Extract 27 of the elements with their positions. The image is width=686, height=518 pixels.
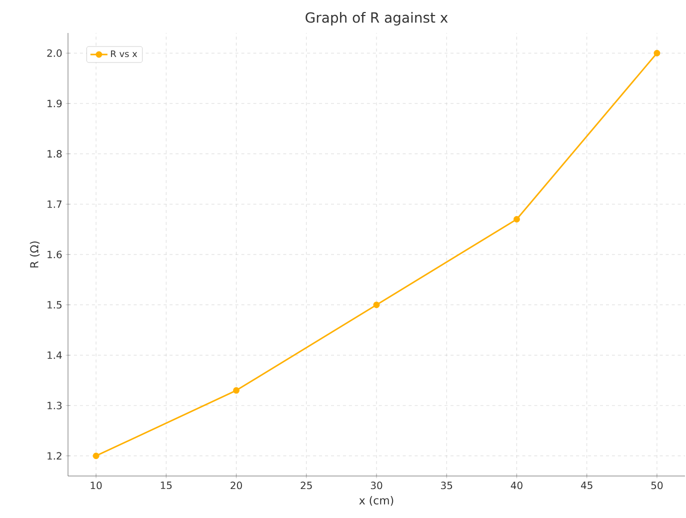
x-tick-label: 35 [441,482,452,490]
point [654,50,660,56]
point [233,387,240,394]
x-tick-label: 40 [510,482,522,490]
x-axis-title: x (cm) [359,496,394,506]
y-tick-label: 1.6 [48,250,62,258]
x-tick-label: 50 [651,482,663,490]
y-tick-label: 1.7 [48,200,62,208]
x-tick-label: 25 [300,482,312,490]
x-tick-label: 10 [90,482,102,490]
y-tick-label: 1.2 [48,452,62,460]
y-tick-label: 1.5 [48,301,62,309]
point [92,452,100,460]
x-tick-label: 45 [580,482,592,490]
y-tick-label: 1.8 [48,150,62,158]
y-tick-label: 1.9 [48,100,62,108]
x-tick-label: 20 [230,482,242,490]
x-tick-label: 15 [160,482,172,490]
x-tick-label: 30 [370,482,382,490]
y-tick-label: 1.4 [48,352,62,359]
y-tick-label: 2.0 [47,49,62,57]
point [513,216,520,222]
y-tick-label: 1.3 [48,402,62,410]
chart-title: Graph of R against x [306,12,448,26]
y-axis-title: R (Ω) [30,241,40,268]
legend-label: R vs x [111,50,138,58]
point [373,302,380,308]
